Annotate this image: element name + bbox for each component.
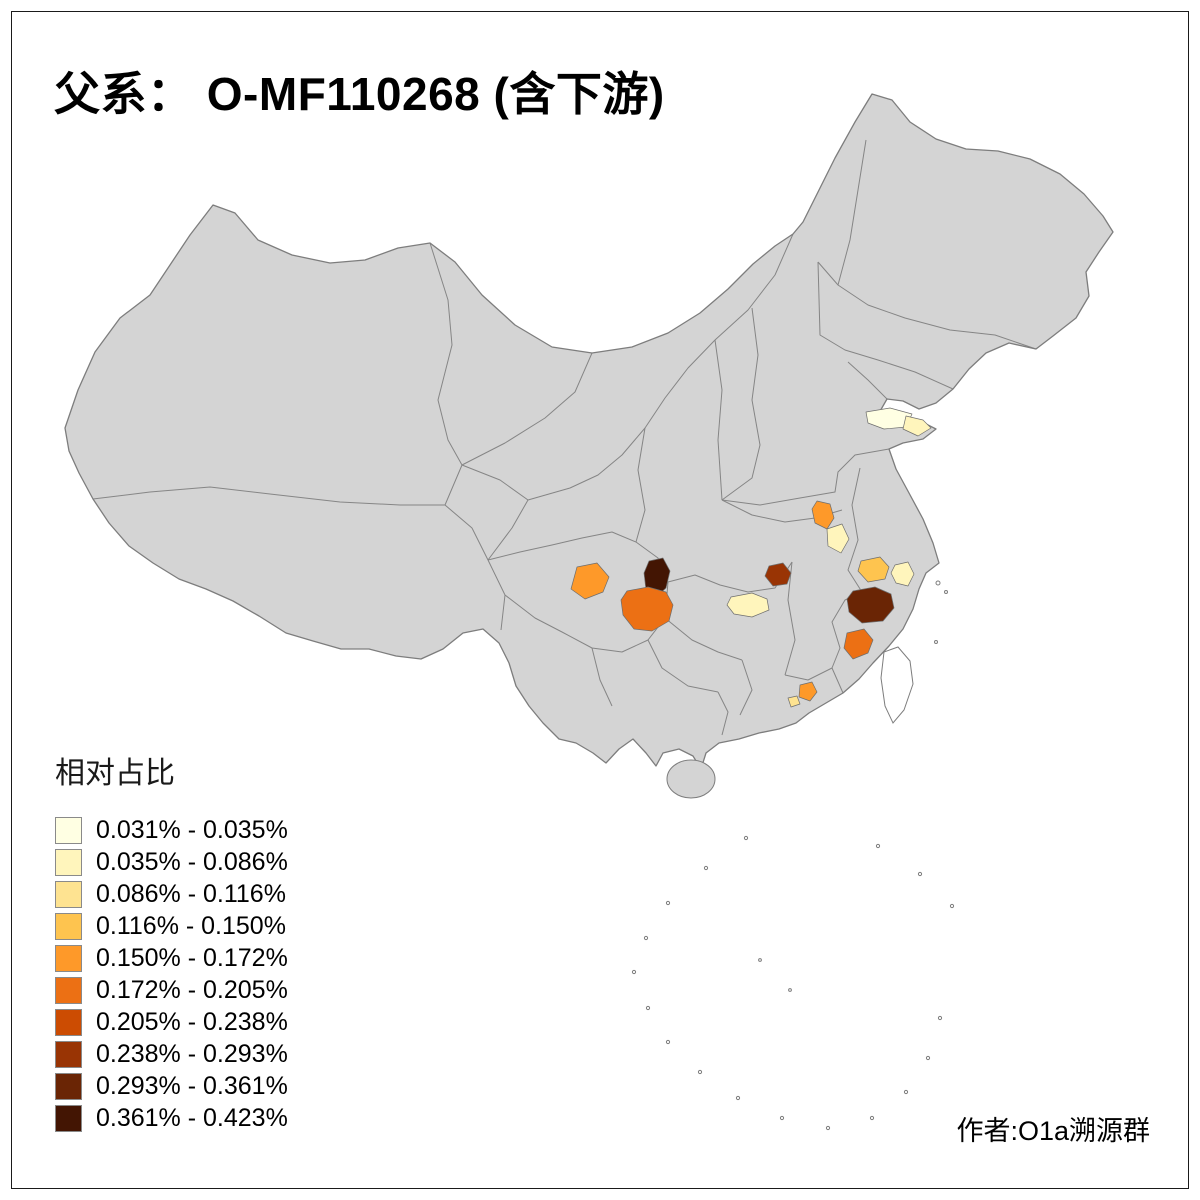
map-region [570,562,610,600]
legend-label: 0.205% - 0.238% [96,1007,288,1036]
map-region [798,681,818,702]
map-region [902,415,932,437]
legend-label: 0.172% - 0.205% [96,975,288,1004]
legend-swatch [55,1040,82,1068]
legend-item: 0.172% - 0.205% [55,974,385,1006]
legend-label: 0.150% - 0.172% [96,943,288,972]
legend: 相对占比 0.031% - 0.035% 0.035% - 0.086% 0.086… [55,748,385,1134]
legend-item: 0.116% - 0.150% [55,910,385,942]
highlighted-regions [570,407,932,708]
legend-swatch [55,1104,82,1132]
legend-item: 0.150% - 0.172% [55,942,385,974]
map-title: 父系： O-MF110268 (含下游) [54,68,665,120]
map-region [846,586,895,624]
map-region [843,628,874,660]
map-region [890,561,915,587]
hainan-island-shape [666,759,716,799]
taiwan-island-shape [880,646,914,724]
legend-item: 0.293% - 0.361% [55,1070,385,1102]
legend-label: 0.238% - 0.293% [96,1039,288,1068]
legend-swatch [55,976,82,1004]
legend-label: 0.035% - 0.086% [96,847,288,876]
legend-label: 0.293% - 0.361% [96,1071,288,1100]
map-region [857,556,890,583]
legend-label: 0.086% - 0.116% [96,879,286,908]
map-region [764,562,792,587]
legend-label: 0.361% - 0.423% [96,1103,288,1132]
legend-swatch [55,1008,82,1036]
map-region [787,695,801,708]
legend-swatch [55,816,82,844]
legend-item: 0.086% - 0.116% [55,878,385,910]
legend-swatch [55,848,82,876]
legend-item: 0.361% - 0.423% [55,1102,385,1134]
legend-title: 相对占比 [55,757,175,790]
south-china-sea-islets [631,580,955,1131]
attribution: 作者:O1a溯源群 [956,1116,1150,1146]
mainland-china-shape [64,93,1114,770]
legend-item: 0.035% - 0.086% [55,846,385,878]
legend-label: 0.031% - 0.035% [96,815,288,844]
legend-swatch [55,1072,82,1100]
legend-swatch [55,944,82,972]
legend-swatch [55,912,82,940]
legend-item: 0.031% - 0.035% [55,814,385,846]
legend-items: 0.031% - 0.035% 0.035% - 0.086% 0.086% - 0… [55,814,385,1134]
legend-label: 0.116% - 0.150% [96,911,286,940]
map-region [826,523,850,554]
legend-swatch [55,880,82,908]
legend-item: 0.205% - 0.238% [55,1006,385,1038]
map-region [620,586,674,632]
map-region [726,592,770,618]
legend-item: 0.238% - 0.293% [55,1038,385,1070]
